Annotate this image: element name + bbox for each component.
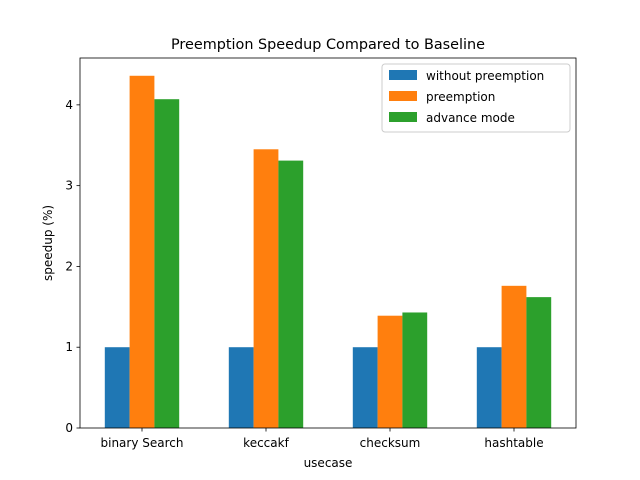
bar-without-preemption-0 [104,347,130,428]
y-tick-label: 2 [65,259,73,273]
legend-label-without-preemption: without preemption [426,69,544,83]
x-axis: binary Search keccakf checksum hashtable [101,428,544,450]
plot-frame [79,57,577,429]
x-axis-label: usecase [304,456,353,470]
bar-advance-mode-2 [402,312,428,428]
legend-label-advance-mode: advance mode [426,111,515,125]
bar-without-preemption-3 [476,347,502,428]
y-tick-label: 1 [65,340,73,354]
bar-advance-mode-3 [526,297,552,428]
plot-area [104,75,552,429]
bar-advance-mode-1 [278,160,304,428]
x-tick-label: hashtable [484,436,543,450]
bar-advance-mode-0 [154,99,180,429]
y-axis: 0 1 2 3 4 [65,98,80,435]
legend-swatch-preemption [389,91,417,101]
legend-swatch-without-preemption [389,70,417,80]
legend-box [381,63,571,133]
bar-without-preemption-2 [352,347,378,428]
bar-preemption-1 [253,149,279,428]
bar-preemption-2 [377,315,403,428]
y-tick-label: 0 [65,421,73,435]
x-tick-label: checksum [360,436,421,450]
bar-without-preemption-1 [228,347,254,428]
y-axis-label: speedup (%) [41,205,55,281]
x-tick-label: binary Search [101,436,184,450]
legend-swatch-advance-mode [389,112,417,122]
y-tick-label: 4 [65,98,73,112]
chart-title: Preemption Speedup Compared to Baseline [171,37,485,53]
bar-preemption-3 [501,285,527,428]
y-tick-label: 3 [65,179,73,193]
bar-preemption-0 [129,75,155,429]
legend-label-preemption: preemption [426,90,495,104]
legend: without preemption preemption advance mode [381,63,571,133]
x-tick-label: keccakf [243,436,289,450]
